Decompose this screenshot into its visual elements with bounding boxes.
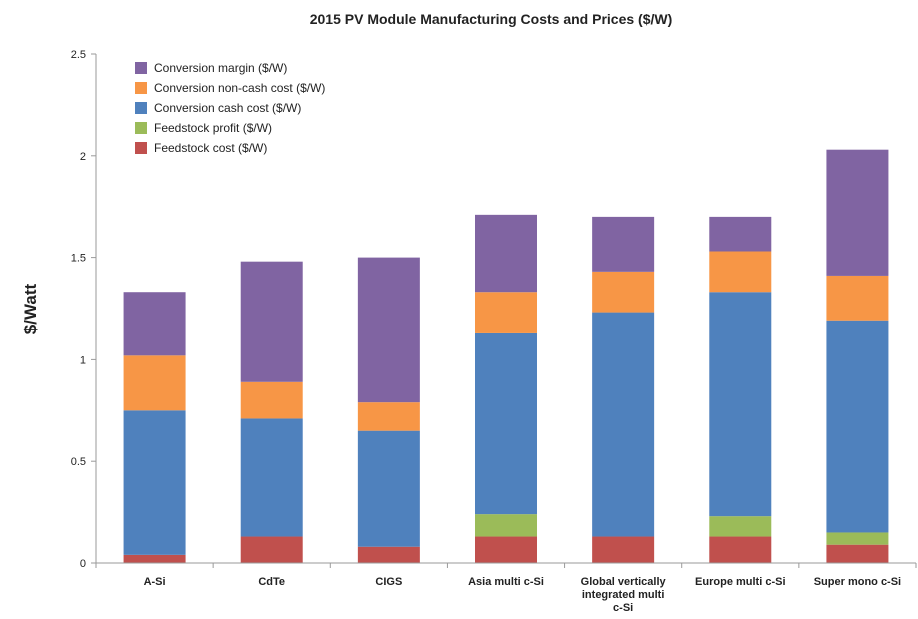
- legend-label: Conversion margin ($/W): [154, 61, 287, 75]
- x-tick-label: CIGS: [375, 576, 402, 588]
- bar-segment: [592, 536, 655, 563]
- bar-segment: [475, 514, 537, 537]
- bar-segment: [709, 216, 772, 252]
- y-tick-label: 1.5: [71, 253, 86, 265]
- legend-label: Conversion cash cost ($/W): [154, 101, 301, 115]
- legend-swatch: [135, 122, 147, 134]
- bar-segment: [123, 554, 186, 563]
- bar-segment: [123, 410, 186, 555]
- legend-label: Feedstock profit ($/W): [154, 121, 272, 135]
- y-tick-label: 0: [80, 558, 86, 570]
- bar-segment: [826, 149, 889, 276]
- legend-swatch: [135, 62, 147, 74]
- x-axis-labels: A-Si CdTe CIGS Asia multi c-Si Global vertic…: [144, 576, 902, 614]
- legend-swatch: [135, 102, 147, 114]
- bar-segment: [709, 516, 772, 537]
- bar-segment: [240, 261, 303, 382]
- axes: [95, 54, 917, 568]
- bar-segment: [826, 320, 889, 533]
- bar-segment: [475, 292, 537, 333]
- bar-segment: [123, 292, 186, 356]
- x-tick-label: Asia multi c-Si: [468, 576, 544, 588]
- bar-segment: [592, 216, 655, 272]
- bar-segment: [592, 271, 655, 313]
- y-tick-label: 0.5: [71, 456, 86, 468]
- bar-segment: [123, 355, 186, 411]
- bar-segment: [357, 402, 420, 431]
- bar-segment: [357, 546, 420, 563]
- x-tick-label: Global vertically integrated multi c-Si: [581, 576, 667, 614]
- bar-segment: [709, 536, 772, 563]
- y-tick-label: 2.5: [71, 49, 86, 61]
- x-tick-label: Europe multi c-Si: [695, 576, 785, 588]
- bars: [123, 149, 889, 563]
- legend-label: Feedstock cost ($/W): [154, 141, 267, 155]
- y-tick-label: 2: [80, 151, 86, 163]
- x-tick-label: A-Si: [144, 576, 166, 588]
- legend-label: Conversion non-cash cost ($/W): [154, 81, 325, 95]
- bar-segment: [826, 532, 889, 545]
- bar-segment: [240, 381, 303, 419]
- bar-segment: [826, 544, 889, 563]
- legend-swatch: [135, 142, 147, 154]
- bar-segment: [357, 257, 420, 403]
- y-tick-label: 1: [80, 354, 86, 366]
- bar-segment: [475, 536, 537, 563]
- y-axis-ticks: 0 0.5 1 1.5 2 2.5: [71, 49, 96, 570]
- bar-segment: [826, 275, 889, 321]
- bar-segment: [709, 251, 772, 293]
- x-tick-label: Super mono c-Si: [814, 576, 901, 588]
- bar-segment: [592, 312, 655, 537]
- bar-segment: [475, 214, 537, 293]
- bar-segment: [240, 536, 303, 563]
- x-tick-label: CdTe: [258, 576, 285, 588]
- legend: Conversion margin ($/W) Conversion non-ca…: [135, 61, 325, 155]
- bar-segment: [357, 430, 420, 547]
- y-axis-label: $/Watt: [21, 283, 40, 334]
- bar-segment: [709, 292, 772, 517]
- chart-title: 2015 PV Module Manufacturing Costs and P…: [310, 11, 673, 27]
- legend-swatch: [135, 82, 147, 94]
- bar-segment: [475, 332, 537, 515]
- bar-segment: [240, 418, 303, 537]
